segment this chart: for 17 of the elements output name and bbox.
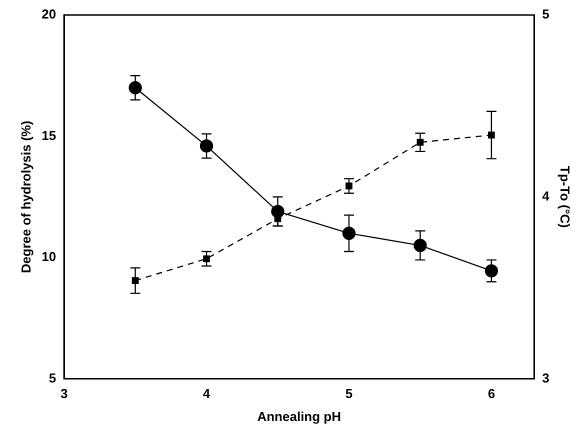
x-tick-label: 5 <box>345 386 353 402</box>
x-tick-label: 4 <box>202 386 211 402</box>
y-tick-label: 5 <box>48 370 56 386</box>
y2-tick-label: 3 <box>542 370 550 386</box>
x-tick-label: 6 <box>488 386 496 402</box>
x-axis-title: Annealing pH <box>257 408 342 424</box>
y-tick-label: 15 <box>42 128 56 143</box>
x-tick-label: 3 <box>60 386 68 402</box>
y-axis-title: Degree of hydrolysis (%) <box>18 120 34 274</box>
y2-tick-label: 4 <box>542 188 550 204</box>
y2-tick-label: 5 <box>542 6 550 22</box>
point <box>484 264 498 278</box>
y2-axis-title: Tp-To (°C) <box>558 166 573 228</box>
y-tick-label: 20 <box>42 6 56 22</box>
y-tick-label: 10 <box>42 249 56 264</box>
point <box>200 139 214 153</box>
point <box>342 226 356 240</box>
